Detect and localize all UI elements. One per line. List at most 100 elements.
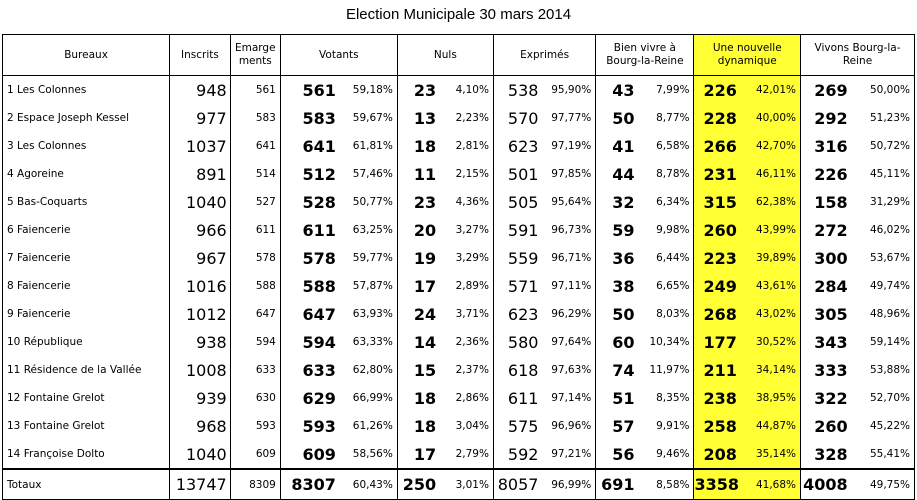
emargements-cell: 527 — [229, 188, 281, 216]
votants-cell: 578 — [279, 244, 339, 272]
exprimes-pct-cell: 95,90% — [541, 75, 597, 104]
table-row: 13 Fontaine Grelot 968 593 593 61,26% 18 3,04%… — [1, 412, 915, 440]
votants-pct-cell: 63,25% — [338, 216, 398, 244]
list3-pct-cell: 45,22% — [850, 412, 915, 440]
list1-pct-cell: 9,98% — [637, 216, 695, 244]
nuls-pct-cell: 4,36% — [439, 188, 494, 216]
nuls-pct-cell: 3,71% — [439, 300, 494, 328]
inscrits-cell: 1012 — [169, 300, 231, 328]
list2-cell: 315 — [693, 188, 740, 216]
list1-cell: 36 — [595, 244, 638, 272]
list2-pct-cell: 42,01% — [739, 75, 802, 104]
table-row: 4 Agoreine 891 514 512 57,46% 11 2,15% 501 97,85… — [1, 160, 915, 188]
list1-cell: 60 — [595, 328, 638, 356]
nuls-cell: 18 — [396, 384, 440, 412]
list3-cell: 322 — [800, 384, 851, 412]
exprimes-pct-cell: 97,21% — [541, 440, 597, 470]
list2-cell: 238 — [693, 384, 740, 412]
totals-votants: 8307 — [279, 468, 339, 500]
header-list-vivons: Vivons Bourg-la- Reine — [800, 34, 915, 76]
nuls-pct-cell: 2,86% — [439, 384, 494, 412]
table-row: 9 Faiencerie 1012 647 647 63,93% 24 3,71% 623 96… — [1, 300, 915, 328]
nuls-pct-cell: 3,29% — [439, 244, 494, 272]
table-row: 12 Fontaine Grelot 939 630 629 66,99% 18 2,86%… — [1, 384, 915, 412]
list3-pct-cell: 50,72% — [850, 132, 915, 160]
inscrits-cell: 1040 — [169, 440, 231, 470]
header-bureaux: Bureaux — [1, 34, 171, 76]
header-exprimes: Exprimés — [492, 34, 597, 76]
inscrits-cell: 939 — [169, 384, 231, 412]
votants-cell: 633 — [279, 356, 339, 384]
exprimes-cell: 505 — [492, 188, 542, 216]
nuls-cell: 13 — [396, 104, 440, 132]
list3-pct-cell: 46,02% — [850, 216, 915, 244]
exprimes-cell: 571 — [492, 272, 542, 300]
list1-cell: 43 — [595, 75, 638, 104]
list3-cell: 158 — [800, 188, 851, 216]
bureau-name: 2 Espace Joseph Kessel — [1, 104, 171, 132]
list3-cell: 272 — [800, 216, 851, 244]
votants-pct-cell: 59,67% — [338, 104, 398, 132]
totals-list2: 3358 — [693, 468, 740, 500]
votants-pct-cell: 61,81% — [338, 132, 398, 160]
votants-cell: 583 — [279, 104, 339, 132]
nuls-cell: 23 — [396, 188, 440, 216]
list3-pct-cell: 52,70% — [850, 384, 915, 412]
list1-cell: 50 — [595, 300, 638, 328]
votants-cell: 593 — [279, 412, 339, 440]
emargements-cell: 561 — [229, 75, 281, 104]
inscrits-cell: 1040 — [169, 188, 231, 216]
votants-cell: 609 — [279, 440, 339, 470]
list2-cell: 211 — [693, 356, 740, 384]
nuls-cell: 15 — [396, 356, 440, 384]
list3-pct-cell: 45,11% — [850, 160, 915, 188]
votants-pct-cell: 63,93% — [338, 300, 398, 328]
votants-cell: 594 — [279, 328, 339, 356]
list1-pct-cell: 8,77% — [637, 104, 695, 132]
totals-votants-pct: 60,43% — [338, 468, 398, 500]
table-row: 2 Espace Joseph Kessel 977 583 583 59,67% 13 2… — [1, 104, 915, 132]
header-row: Bureaux Inscrits Emarge ments Votants Nul… — [1, 34, 915, 76]
exprimes-cell: 538 — [492, 75, 542, 104]
list2-cell: 177 — [693, 328, 740, 356]
table-row: 10 République 938 594 594 63,33% 14 2,36% 580 97… — [1, 328, 915, 356]
list1-pct-cell: 11,97% — [637, 356, 695, 384]
list2-cell: 266 — [693, 132, 740, 160]
bureau-name: 6 Faiencerie — [1, 216, 171, 244]
list3-cell: 292 — [800, 104, 851, 132]
votants-pct-cell: 50,77% — [338, 188, 398, 216]
votants-cell: 611 — [279, 216, 339, 244]
list1-pct-cell: 9,91% — [637, 412, 695, 440]
list2-pct-cell: 46,11% — [739, 160, 802, 188]
nuls-cell: 20 — [396, 216, 440, 244]
totals-list2-pct: 41,68% — [739, 468, 802, 500]
exprimes-pct-cell: 96,96% — [541, 412, 597, 440]
nuls-pct-cell: 2,89% — [439, 272, 494, 300]
bureau-name: 10 République — [1, 328, 171, 356]
votants-cell: 641 — [279, 132, 339, 160]
exprimes-pct-cell: 96,71% — [541, 244, 597, 272]
totals-list3-pct: 49,75% — [850, 468, 915, 500]
list3-cell: 343 — [800, 328, 851, 356]
inscrits-cell: 938 — [169, 328, 231, 356]
list1-cell: 44 — [595, 160, 638, 188]
exprimes-cell: 592 — [492, 440, 542, 470]
exprimes-pct-cell: 96,29% — [541, 300, 597, 328]
votants-pct-cell: 62,80% — [338, 356, 398, 384]
nuls-pct-cell: 2,15% — [439, 160, 494, 188]
nuls-cell: 11 — [396, 160, 440, 188]
emargements-cell: 641 — [229, 132, 281, 160]
votants-cell: 561 — [279, 75, 339, 104]
header-nuls: Nuls — [396, 34, 494, 76]
list2-cell: 226 — [693, 75, 740, 104]
inscrits-cell: 948 — [169, 75, 231, 104]
list1-cell: 32 — [595, 188, 638, 216]
emargements-cell: 593 — [229, 412, 281, 440]
exprimes-pct-cell: 96,73% — [541, 216, 597, 244]
emargements-cell: 633 — [229, 356, 281, 384]
totals-emargements: 8309 — [229, 468, 281, 500]
bureau-name: 12 Fontaine Grelot — [1, 384, 171, 412]
list1-pct-cell: 8,35% — [637, 384, 695, 412]
header-votants: Votants — [279, 34, 398, 76]
votants-pct-cell: 63,33% — [338, 328, 398, 356]
